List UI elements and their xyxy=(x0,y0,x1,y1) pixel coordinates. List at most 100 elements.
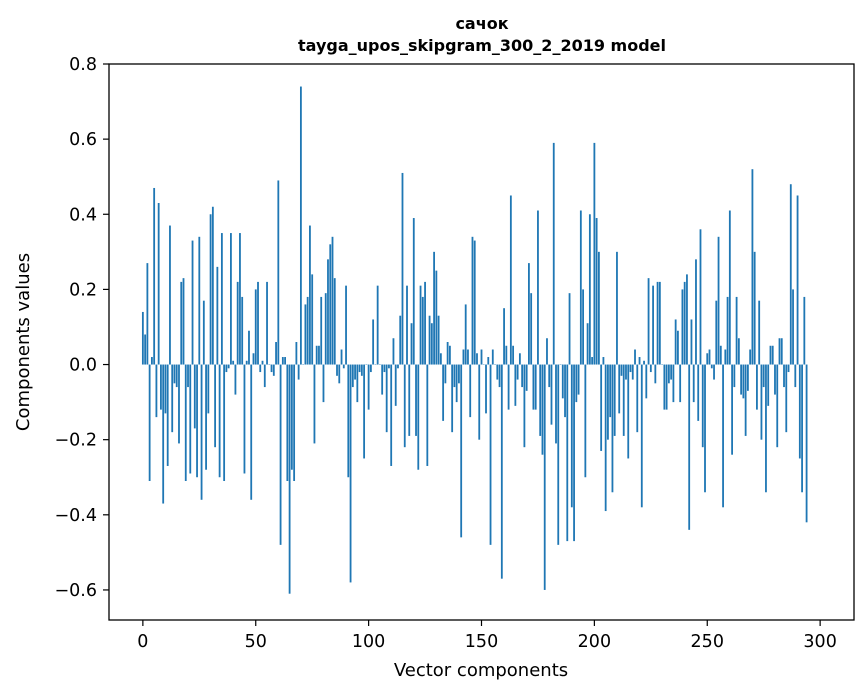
bar-74 xyxy=(309,225,311,365)
bar-205 xyxy=(604,364,607,512)
bar-21 xyxy=(189,364,192,474)
bar-255 xyxy=(717,236,720,365)
bar-168 xyxy=(521,364,524,388)
bar-81 xyxy=(324,293,327,365)
bar-4 xyxy=(150,357,153,365)
bar-63 xyxy=(284,357,286,365)
bar-34 xyxy=(218,364,221,478)
bar-280 xyxy=(774,364,776,395)
bar-175 xyxy=(537,210,539,365)
bar-162 xyxy=(507,364,510,410)
bar-215 xyxy=(627,364,630,459)
bar-292 xyxy=(801,364,803,493)
bar-117 xyxy=(406,285,408,365)
bar-220 xyxy=(638,357,641,365)
bar-115 xyxy=(401,172,404,365)
bar-257 xyxy=(722,364,724,508)
bar-119 xyxy=(410,323,413,365)
bar-146 xyxy=(471,236,474,365)
bar-173 xyxy=(532,364,535,410)
bar-62 xyxy=(281,357,284,365)
bar-44 xyxy=(241,296,244,365)
x-axis-ticks: 0 50 100 150 200 250 300 xyxy=(137,620,837,652)
bar-265 xyxy=(740,364,743,395)
bar-242 xyxy=(688,364,691,530)
bar-177 xyxy=(541,364,544,455)
bar-42 xyxy=(236,281,239,365)
bar-36 xyxy=(223,364,226,481)
bar-67 xyxy=(293,364,296,481)
bar-253 xyxy=(713,364,715,380)
bar-270 xyxy=(751,169,754,365)
bar-53 xyxy=(261,360,264,365)
bar-190 xyxy=(570,364,573,508)
y-axis-ticks: −0.6 −0.4 −0.2 0.0 0.2 0.4 0.6 0.8 xyxy=(55,55,109,601)
bar-15 xyxy=(175,364,178,388)
bar-284 xyxy=(783,364,785,388)
bar-55 xyxy=(266,281,268,365)
bar-135 xyxy=(446,342,449,365)
bar-179 xyxy=(546,338,548,365)
chart-title: сачок xyxy=(455,14,508,33)
bar-258 xyxy=(724,349,727,365)
bar-293 xyxy=(803,296,806,365)
bar-25 xyxy=(198,236,201,365)
bar-28 xyxy=(205,364,207,470)
x-tick-label-2: 100 xyxy=(352,632,385,652)
bar-279 xyxy=(771,345,774,365)
bar-131 xyxy=(437,315,440,365)
bar-8 xyxy=(160,364,162,410)
bar-244 xyxy=(692,364,695,403)
bar-50 xyxy=(254,289,257,365)
bar-171 xyxy=(528,263,530,365)
bar-172 xyxy=(530,293,533,365)
bar-149 xyxy=(478,364,481,440)
bar-17 xyxy=(180,281,183,365)
bar-12 xyxy=(169,225,171,365)
bar-88 xyxy=(340,349,343,365)
bar-195 xyxy=(582,289,584,365)
bar-210 xyxy=(616,251,618,365)
bar-43 xyxy=(239,233,241,365)
bar-167 xyxy=(518,353,521,365)
x-tick-label-3: 150 xyxy=(465,632,498,652)
bar-213 xyxy=(622,364,625,436)
bar-14 xyxy=(173,364,176,384)
bar-65 xyxy=(288,364,291,594)
bar-182 xyxy=(552,142,555,365)
bar-121 xyxy=(415,364,417,436)
bar-290 xyxy=(796,195,799,365)
bar-229 xyxy=(658,281,661,365)
bar-272 xyxy=(756,364,758,410)
bar-26 xyxy=(200,364,203,500)
bar-235 xyxy=(672,364,675,403)
bar-51 xyxy=(257,281,259,365)
bar-52 xyxy=(259,364,262,373)
y-tick-label-1: −0.4 xyxy=(55,506,98,526)
bar-247 xyxy=(699,229,702,365)
bar-143 xyxy=(464,304,467,365)
bar-140 xyxy=(458,364,460,384)
bar-127 xyxy=(428,315,431,365)
bar-5 xyxy=(153,187,156,365)
bar-188 xyxy=(566,364,569,542)
bar-1 xyxy=(144,334,147,365)
bar-207 xyxy=(609,364,612,418)
bar-29 xyxy=(207,364,210,414)
bar-274 xyxy=(760,364,763,440)
bar-113 xyxy=(397,364,399,369)
bar-249 xyxy=(704,364,706,493)
bar-248 xyxy=(701,364,704,448)
bar-217 xyxy=(631,364,634,380)
bar-221 xyxy=(640,364,643,508)
bar-6 xyxy=(155,364,158,418)
bar-186 xyxy=(561,364,564,399)
bar-19 xyxy=(184,364,187,481)
bar-291 xyxy=(798,364,801,459)
y-tick-label-4: 0.2 xyxy=(69,280,97,300)
bar-277 xyxy=(767,364,770,406)
bar-20 xyxy=(187,364,189,388)
bar-3 xyxy=(148,364,151,481)
bar-233 xyxy=(667,364,670,384)
bar-176 xyxy=(539,364,542,436)
